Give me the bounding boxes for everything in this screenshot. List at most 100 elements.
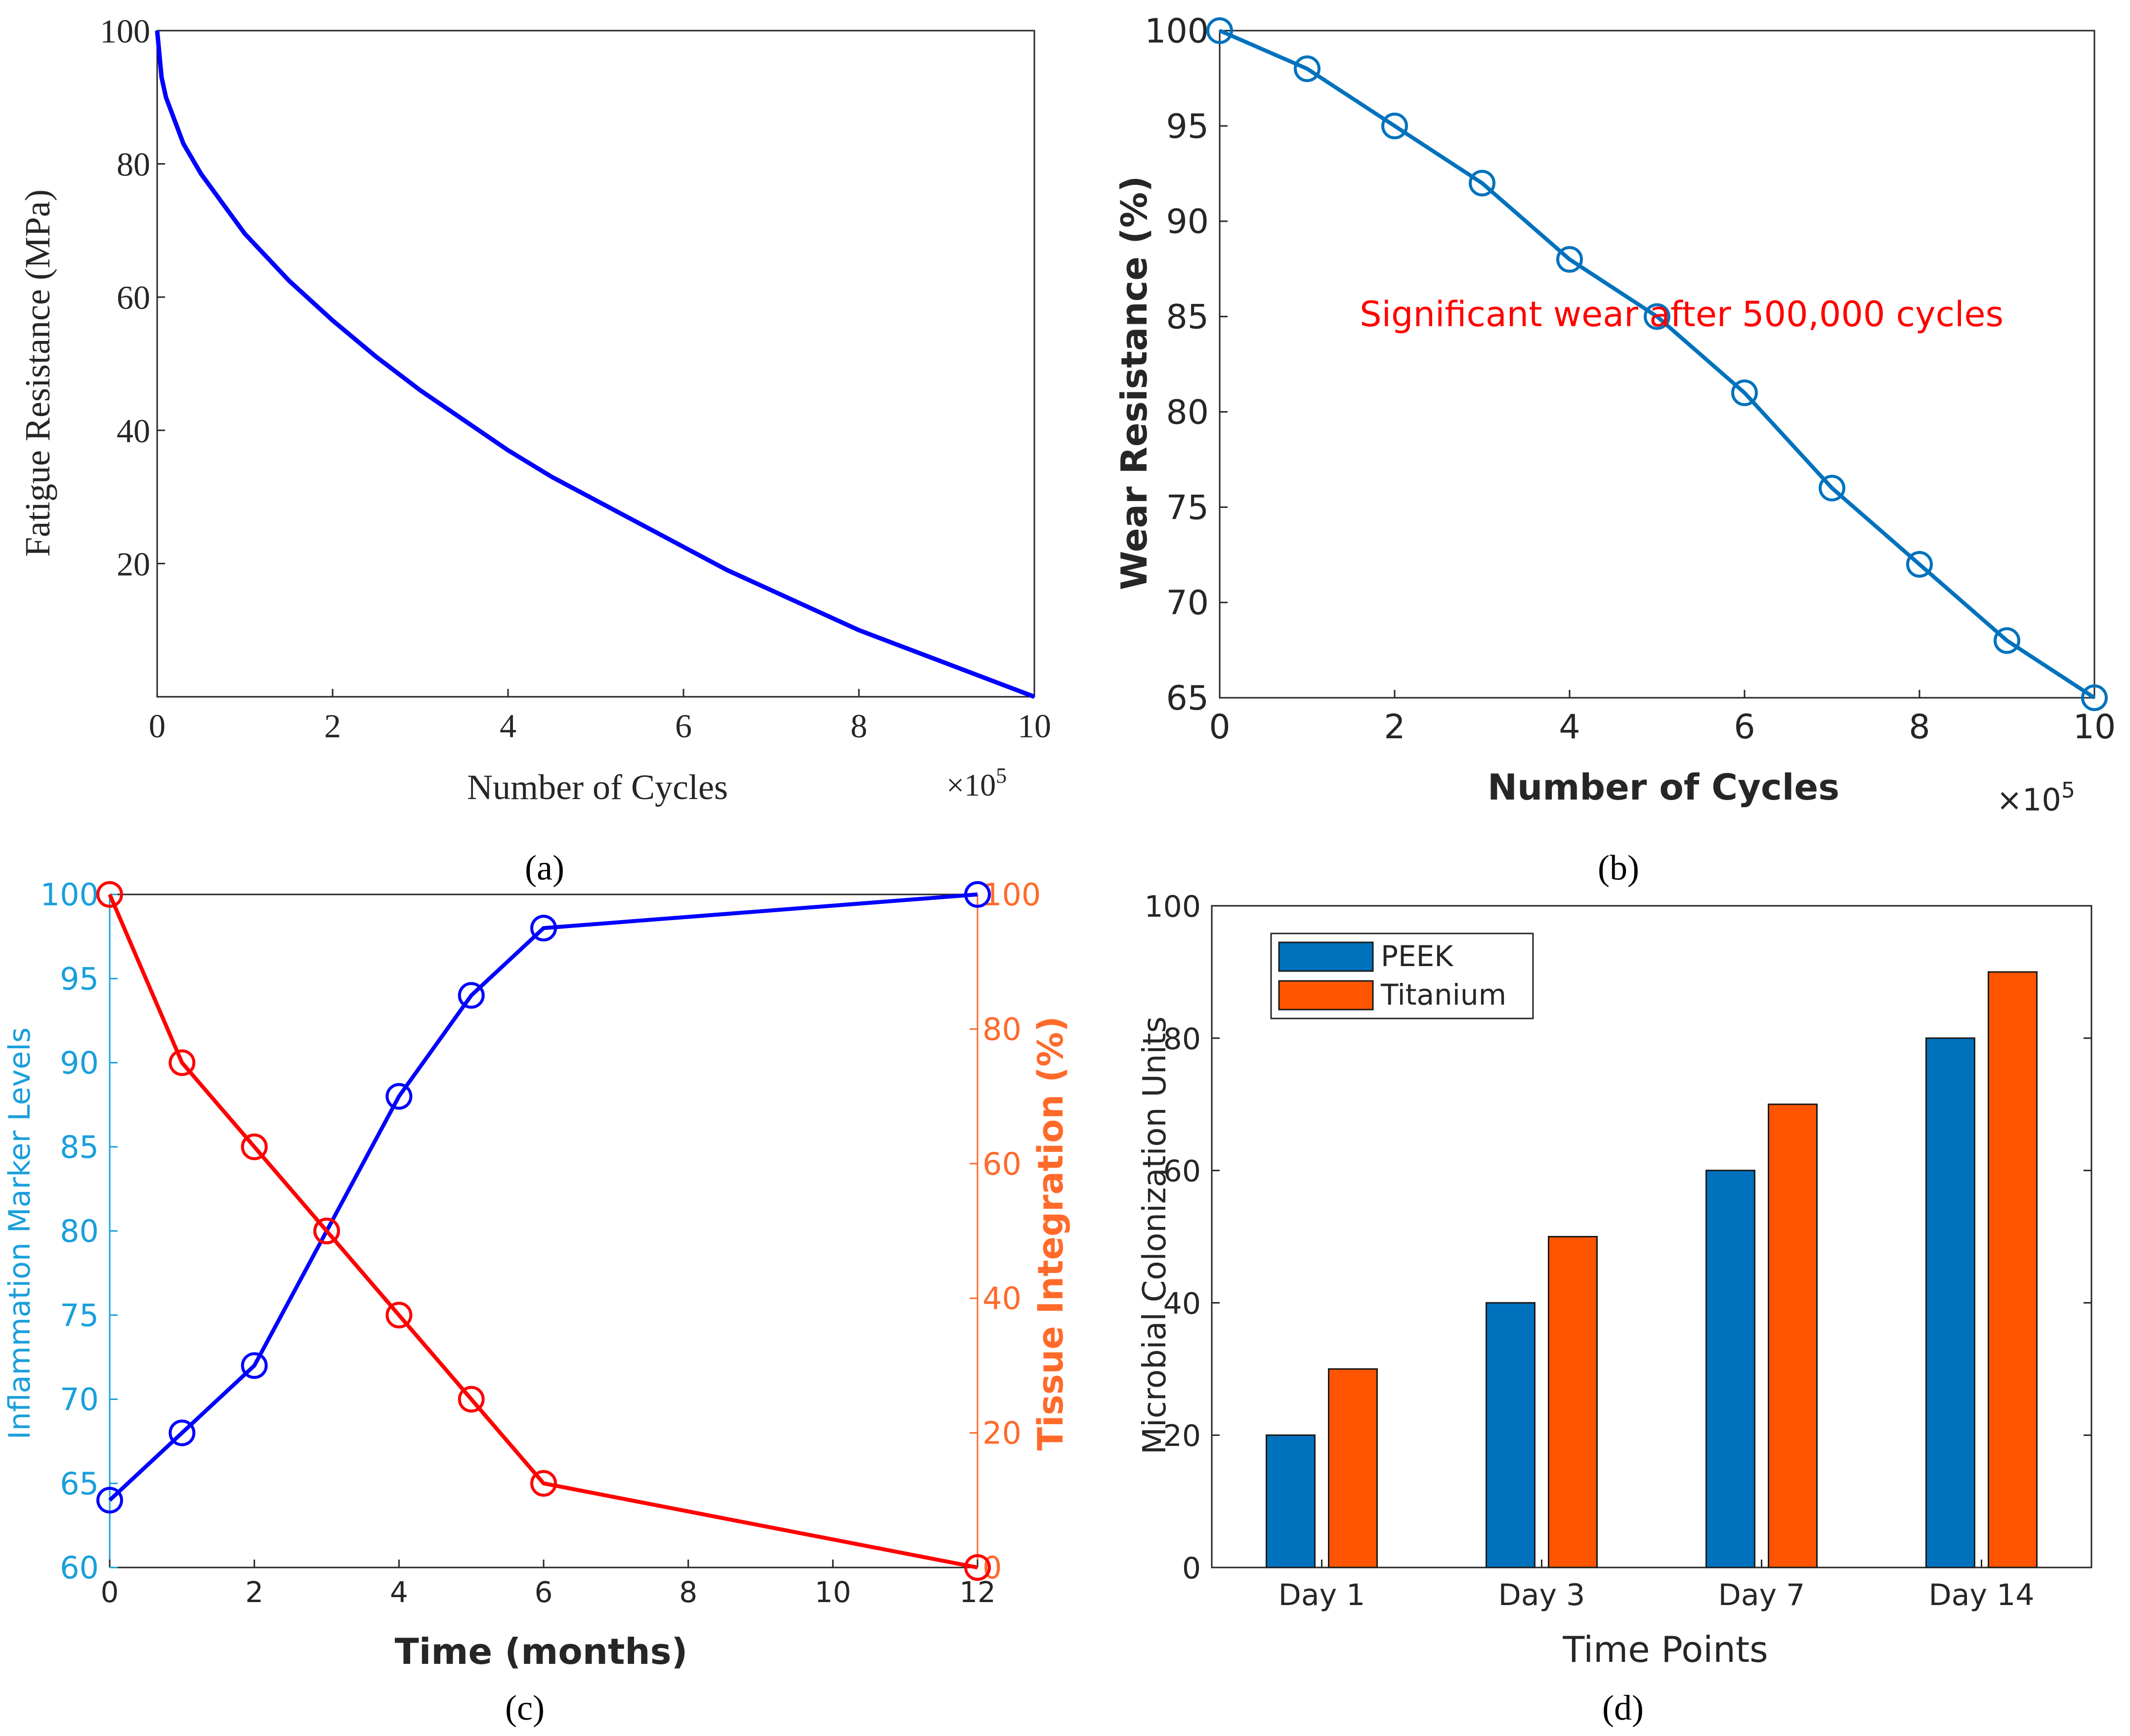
panel-c-y-right-tick-label: 100 [982,877,1041,913]
panel-c-ylabel-right: Tissue Integration (%) [1030,1016,1071,1450]
panel-b-xlabel: Number of Cycles [1488,766,1839,808]
panel-a-x-tick-label: 8 [851,707,867,745]
panel-b-wear-chart: Number of Cycles Wear Resistance (%) ×10… [1113,12,2116,888]
panel-b-plot-frame [1219,30,2095,699]
panel-b-y-tick-label: 65 [1166,679,1209,718]
panel-d-y-tick-label: 80 [1163,1022,1201,1057]
panel-d-ylabel: Microbial Colonization Units [1137,1016,1173,1455]
panel-c-inflammation-point [458,982,485,1009]
panel-a-series-line [155,30,1035,699]
panel-a-label: (a) [525,848,564,888]
panel-d-legend-label-peek: PEEK [1381,939,1454,973]
panel-d-bar-titanium [1328,1368,1378,1568]
panel-c-x-tick-label: 10 [814,1575,851,1609]
panel-d-bar-peek [1705,1170,1755,1568]
panel-b-y-tick-label: 75 [1166,488,1209,527]
panel-d-y-tick-label: 20 [1163,1419,1201,1453]
panel-c-y-left-tick-label: 75 [60,1297,99,1333]
panel-a-y-tick-label: 40 [117,412,150,450]
panel-c-tissue-point [169,1049,196,1076]
panel-d-bar-titanium [1548,1236,1598,1568]
panel-c-inflammation-point [169,1419,196,1446]
panel-d-legend-swatch-peek [1278,941,1374,972]
panel-b-data-point [1994,627,2020,654]
panel-b-annotation: Significant wear after 500,000 cycles [1360,294,2003,335]
panel-b-data-point [1819,474,1845,502]
panel-b-data-point [1556,246,1583,273]
panel-d-x-tick-label: Day 14 [1929,1578,2035,1612]
panel-b-y-tick-label: 80 [1166,393,1209,432]
panel-d-xlabel: Time Points [1562,1629,1768,1670]
panel-c-y-left-tick-label: 90 [60,1045,99,1081]
panel-b-data-point [1731,379,1758,406]
panel-c-y-left-tick-label: 60 [60,1550,99,1586]
panel-b-y-tick-label: 95 [1166,107,1209,146]
panel-b-x-multiplier-base: ×10 [1997,782,2061,818]
panel-c-x-tick-label: 12 [959,1575,996,1609]
panel-a-x-tick-label: 6 [675,707,692,745]
panel-c-y-right-tick-label: 80 [982,1011,1022,1047]
panel-b-y-tick-label: 100 [1145,12,1209,51]
panel-a-ylabel: Fatigue Resistance (MPa) [18,189,57,557]
panel-d-bar-titanium [1988,971,2038,1568]
panel-c-y-left-tick-label: 70 [60,1382,99,1418]
panel-a-y-tick-label: 60 [117,279,150,316]
panel-c-tissue-point [964,1554,991,1581]
panel-c-y-left-tick-label: 100 [41,877,99,913]
panel-a-y-tick-label: 100 [100,12,150,50]
panel-c-tissue-point [313,1218,340,1244]
panel-c-tissue-point [96,881,123,908]
panel-b-x-multiplier-exp: 5 [2061,778,2075,803]
panel-b-data-point [1469,169,1495,197]
panel-c-y-left-tick-label: 80 [60,1213,99,1249]
panel-d-bar-titanium [1768,1103,1818,1568]
panel-a-plot-frame [156,30,1035,698]
panel-c-x-tick-label: 4 [390,1575,408,1609]
panel-c-y-left-tick-label: 95 [60,961,99,997]
panel-d-y-tick-label: 100 [1144,889,1201,924]
panel-c-tissue-point [530,1470,557,1497]
panel-a-xlabel: Number of Cycles [467,767,728,807]
panel-c-y-right-tick-label: 60 [982,1146,1022,1182]
panel-d-bar-peek [1266,1434,1316,1568]
panel-b-y-tick-label: 70 [1166,584,1209,623]
panel-c-tissue-point [385,1302,413,1329]
panel-c-x-tick-label: 6 [535,1575,553,1609]
panel-b-data-point [1381,112,1408,139]
panel-d-y-tick-label: 60 [1163,1154,1201,1189]
panel-b-data-point [1644,303,1670,330]
panel-c-y-left-tick-label: 85 [60,1129,99,1165]
panel-a-fatigue-chart: Number of Cycles Fatigue Resistance (MPa… [18,12,1051,888]
panel-b-y-tick-label: 90 [1166,203,1209,242]
panel-b-data-point [1906,551,1933,578]
panel-c-inflammation-chart: Time (months) Inflammation Marker Levels… [2,877,1071,1728]
panel-b-x-tick-label: 0 [1209,708,1230,747]
panel-b-data-point [1206,17,1233,44]
panel-d-x-tick-label: Day 3 [1498,1578,1585,1612]
panel-a-x-multiplier-base: ×10 [946,767,996,803]
panel-b-x-tick-label: 8 [1909,708,1930,747]
panel-d-y-tick-label: 40 [1163,1286,1201,1321]
panel-d-x-tick-label: Day 7 [1718,1578,1805,1612]
panel-a-y-tick-label: 20 [117,545,150,583]
panel-a-x-tick-label: 0 [149,707,166,745]
panel-c-inflammation-line [108,892,978,1502]
panel-c-y-right-tick-label: 40 [982,1280,1022,1316]
panel-d-legend-label-titanium: Titanium [1380,978,1506,1012]
panel-c-inflammation-point [530,915,557,942]
panel-b-x-tick-label: 4 [1559,708,1580,747]
panel-c-x-tick-label: 0 [101,1575,119,1609]
panel-d-plot-frame [1211,905,2092,1568]
panel-a-x-multiplier: ×105 [946,763,1007,803]
panel-d-label: (d) [1602,1688,1644,1728]
panel-c-label: (c) [505,1688,545,1728]
panel-d-y-tick-label: 0 [1182,1551,1201,1586]
panel-b-data-point [2081,684,2108,711]
panel-a-y-tick-label: 80 [117,146,150,183]
panel-c-x-tick-label: 2 [245,1575,263,1609]
panel-c-tissue-line [108,893,978,1569]
panel-d-bar-peek [1486,1302,1535,1568]
panel-c-y-right-tick-label: 20 [982,1415,1022,1451]
panel-a-x-multiplier-exp: 5 [996,763,1007,788]
